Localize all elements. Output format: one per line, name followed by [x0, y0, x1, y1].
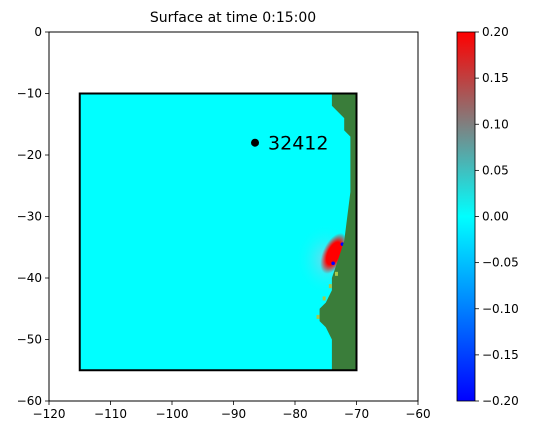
- x-axis-ticks: −120 −110 −100 −90 −80 −70 −60: [33, 401, 431, 421]
- plot-content: 32412: [78, 92, 358, 372]
- y-tick-label: −30: [17, 210, 42, 224]
- anomaly-negative: [331, 261, 335, 266]
- coast-speckle: [322, 296, 326, 301]
- chart-title: Surface at time 0:15:00: [150, 10, 316, 26]
- x-tick-label: −120: [33, 407, 66, 421]
- y-tick-label: 0: [34, 25, 42, 39]
- x-tick-label: −100: [156, 407, 189, 421]
- y-tick-label: −10: [17, 87, 42, 101]
- y-tick-label: −40: [17, 271, 42, 285]
- colorbar-tick-label: 0.00: [482, 210, 509, 224]
- coast-speckle: [328, 284, 332, 289]
- coast-speckle: [316, 314, 320, 319]
- land-mask: [319, 93, 357, 371]
- colorbar-tick-label: −0.20: [482, 394, 519, 408]
- domain-box: [78, 92, 358, 372]
- colorbar-tick-label: −0.15: [482, 348, 519, 362]
- y-tick-label: −60: [17, 394, 42, 408]
- coast-speckle: [334, 271, 338, 276]
- x-tick-label: −70: [344, 407, 369, 421]
- colorbar-tick-label: 0.10: [482, 117, 509, 131]
- x-tick-label: −90: [221, 407, 246, 421]
- colorbar-tick-label: 0.15: [482, 71, 509, 85]
- x-tick-label: −60: [405, 407, 430, 421]
- y-tick-label: −50: [17, 333, 42, 347]
- colorbar-gradient: [457, 32, 475, 401]
- colorbar-tick-label: −0.10: [482, 302, 519, 316]
- x-tick-label: −110: [94, 407, 127, 421]
- y-tick-label: −20: [17, 148, 42, 162]
- gauge-label: 32412: [268, 133, 328, 155]
- x-tick-label: −80: [282, 407, 307, 421]
- gauge-marker: [251, 138, 260, 147]
- colorbar-ticks: 0.20 0.15 0.10 0.05 0.00 −0.05 −0.10 −0.15 −0.20: [475, 25, 519, 408]
- colorbar-tick-label: 0.05: [482, 163, 509, 177]
- colorbar-tick-label: −0.05: [482, 256, 519, 270]
- colorbar-tick-label: 0.20: [482, 25, 509, 39]
- y-axis-ticks: 0 −10 −20 −30 −40 −50 −60: [17, 25, 49, 408]
